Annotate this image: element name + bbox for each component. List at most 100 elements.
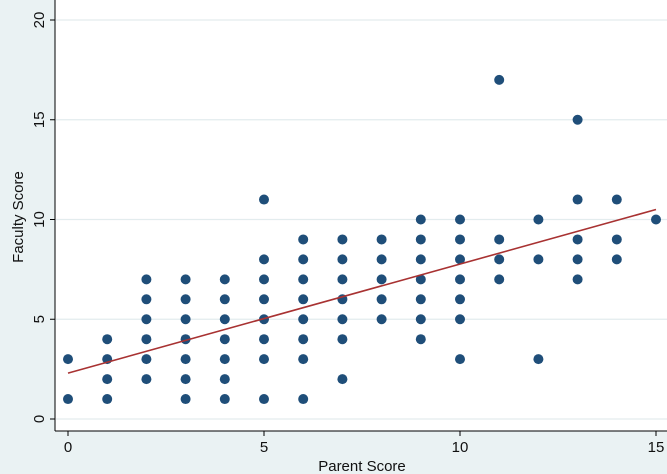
data-point (219, 334, 230, 345)
data-point (415, 334, 426, 345)
data-point (219, 394, 230, 405)
data-point (651, 214, 661, 225)
y-ticks: 0 5 10 15 20 (31, 12, 55, 423)
data-point (141, 374, 152, 385)
data-point (337, 374, 348, 385)
data-point (180, 394, 191, 405)
data-point (180, 354, 191, 365)
data-point (180, 314, 191, 325)
data-point (102, 334, 113, 345)
data-point (415, 294, 426, 305)
data-point (415, 274, 426, 285)
data-point (455, 354, 465, 365)
y-tick-label: 0 (31, 415, 48, 423)
data-point (141, 314, 152, 325)
data-point (219, 294, 230, 305)
data-point (376, 314, 387, 325)
data-point (455, 294, 465, 305)
data-point (376, 254, 387, 265)
data-point (298, 234, 309, 245)
data-point (141, 334, 152, 345)
fit-line (67, 208, 657, 374)
data-point (376, 294, 387, 305)
data-point (494, 274, 505, 285)
y-tick-label: 15 (31, 111, 48, 128)
data-point (494, 74, 505, 85)
x-ticks: 0 5 10 15 (64, 431, 665, 456)
data-point (611, 234, 622, 245)
data-point (259, 354, 269, 365)
data-point (572, 274, 583, 285)
data-point (455, 314, 465, 325)
data-point (141, 354, 152, 365)
data-point (533, 254, 544, 265)
x-tick-label: 10 (452, 439, 469, 456)
data-point (455, 274, 465, 285)
data-point (415, 254, 426, 265)
data-point (455, 234, 465, 245)
data-point (533, 354, 544, 365)
data-point (219, 314, 230, 325)
data-point (180, 374, 191, 385)
data-point (376, 234, 387, 245)
grid-lines (56, 19, 667, 420)
data-point (572, 234, 583, 245)
data-point (298, 294, 309, 305)
x-tick-label: 15 (648, 439, 665, 456)
data-point (102, 374, 113, 385)
data-point (298, 274, 309, 285)
data-point (533, 214, 544, 225)
data-point (259, 194, 269, 205)
data-point (63, 354, 73, 365)
fit-line-layer (67, 208, 657, 374)
data-point (415, 214, 426, 225)
y-axis-title: Faculty Score (10, 171, 27, 263)
data-point (455, 214, 465, 225)
data-point (219, 354, 230, 365)
data-point (141, 294, 152, 305)
data-point (572, 254, 583, 265)
x-axis-title: Parent Score (318, 458, 406, 474)
data-point (572, 194, 583, 205)
data-point (259, 394, 269, 405)
x-tick-label: 5 (260, 439, 268, 456)
data-point (455, 254, 465, 265)
axes (54, 0, 667, 432)
data-point (219, 274, 230, 285)
data-point (180, 274, 191, 285)
data-point (259, 294, 269, 305)
y-tick-label: 10 (31, 211, 48, 228)
data-point (298, 354, 309, 365)
data-point (259, 274, 269, 285)
data-point (376, 274, 387, 285)
data-point (337, 314, 348, 325)
data-point (415, 234, 426, 245)
y-tick-label: 5 (31, 315, 48, 323)
plot-area (55, 0, 667, 431)
data-point (259, 334, 269, 345)
data-point (298, 394, 309, 405)
data-point (63, 394, 73, 405)
data-point (337, 254, 348, 265)
data-point (102, 394, 113, 405)
data-point (494, 254, 505, 265)
data-point (298, 254, 309, 265)
data-point (298, 314, 309, 325)
data-point (611, 194, 622, 205)
x-tick-label: 0 (64, 439, 72, 456)
data-point (415, 314, 426, 325)
data-point (337, 234, 348, 245)
data-point (141, 274, 152, 285)
data-point (572, 114, 583, 125)
data-point (337, 334, 348, 345)
data-point (259, 254, 269, 265)
data-point (611, 254, 622, 265)
y-tick-label: 20 (31, 12, 48, 29)
data-point (298, 334, 309, 345)
data-point (494, 234, 505, 245)
data-point (337, 274, 348, 285)
data-point (219, 374, 230, 385)
data-point (180, 294, 191, 305)
